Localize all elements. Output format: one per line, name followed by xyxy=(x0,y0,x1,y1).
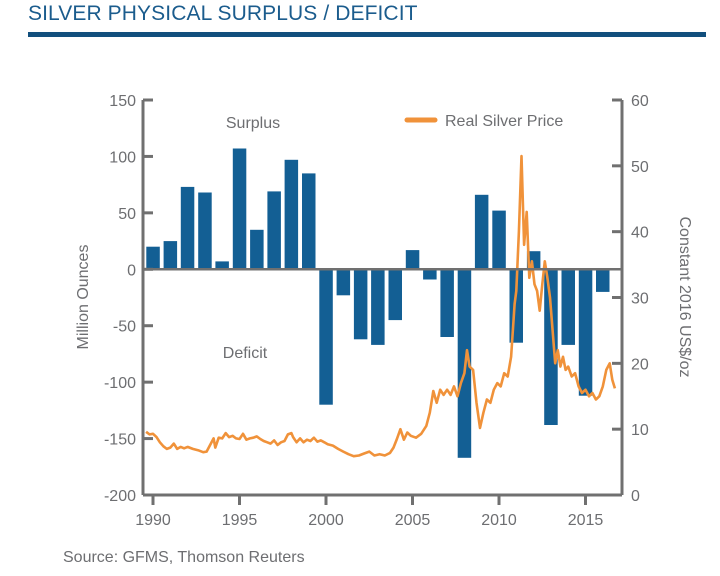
bar-2007 xyxy=(440,269,454,337)
y-tick-label: 100 xyxy=(109,149,136,166)
bar-1997 xyxy=(267,191,281,270)
bar-1995 xyxy=(232,148,247,270)
bar-series xyxy=(146,148,610,458)
y-tick-label: 150 xyxy=(109,93,136,110)
bar-1992 xyxy=(180,186,195,270)
bar-2014 xyxy=(561,269,575,345)
y-tick-label: -200 xyxy=(104,488,136,505)
bar-1993 xyxy=(198,192,212,270)
bar-2016 xyxy=(596,269,610,292)
bar-1994 xyxy=(215,261,229,270)
bar-2006 xyxy=(423,269,437,280)
y-axis-title: Million Ounces xyxy=(75,245,92,350)
y-tick-label: 0 xyxy=(127,262,136,279)
bar-2003 xyxy=(371,269,385,345)
y2-axis-title: Constant 2016 US$/oz xyxy=(676,217,693,378)
x-tick-label: 2015 xyxy=(568,512,604,529)
x-tick-label: 1995 xyxy=(222,512,258,529)
legend: Real Silver Price xyxy=(404,113,563,130)
bar-2001 xyxy=(336,269,351,296)
y-tick-label: -50 xyxy=(113,319,136,336)
legend-label: Real Silver Price xyxy=(445,113,563,130)
y2-tick-label: 10 xyxy=(631,422,649,439)
source-note: Source: GFMS, Thomson Reuters xyxy=(63,549,305,566)
x-tick-label: 2005 xyxy=(395,512,431,529)
x-tick-label: 1990 xyxy=(135,512,171,529)
line-series xyxy=(145,154,617,458)
bar-1996 xyxy=(250,229,264,270)
bar-1991 xyxy=(163,241,178,270)
bar-2009 xyxy=(474,194,489,270)
axes: 150100500-50-100-150-2006050403020100199… xyxy=(104,93,649,529)
bar-1990 xyxy=(146,246,160,270)
y2-tick-label: 50 xyxy=(631,159,649,176)
title-rule xyxy=(28,32,706,37)
bar-2000 xyxy=(319,269,333,405)
bar-1998 xyxy=(284,159,299,270)
bar-2015 xyxy=(578,269,593,396)
bar-2010 xyxy=(492,210,506,270)
chart-title: SILVER PHYSICAL SURPLUS / DEFICIT xyxy=(28,2,418,25)
y-tick-label: -150 xyxy=(104,432,136,449)
bar-2002 xyxy=(353,269,368,340)
y-tick-label: -100 xyxy=(104,375,136,392)
bar-2013 xyxy=(544,269,558,425)
y2-tick-label: 30 xyxy=(631,291,649,308)
x-tick-label: 2010 xyxy=(481,512,517,529)
y2-tick-label: 60 xyxy=(631,93,649,110)
x-tick-label: 2000 xyxy=(308,512,344,529)
bar-2004 xyxy=(388,269,402,321)
annotation-surplus: Surplus xyxy=(226,115,280,132)
line-real-silver-price xyxy=(145,154,617,458)
y2-tick-label: 20 xyxy=(631,356,649,373)
bar-1999 xyxy=(302,173,316,270)
annotation-deficit: Deficit xyxy=(223,345,268,362)
y2-tick-label: 0 xyxy=(631,488,640,505)
y2-tick-label: 40 xyxy=(631,225,649,242)
bar-2005 xyxy=(405,250,420,270)
y-tick-label: 50 xyxy=(118,206,136,223)
